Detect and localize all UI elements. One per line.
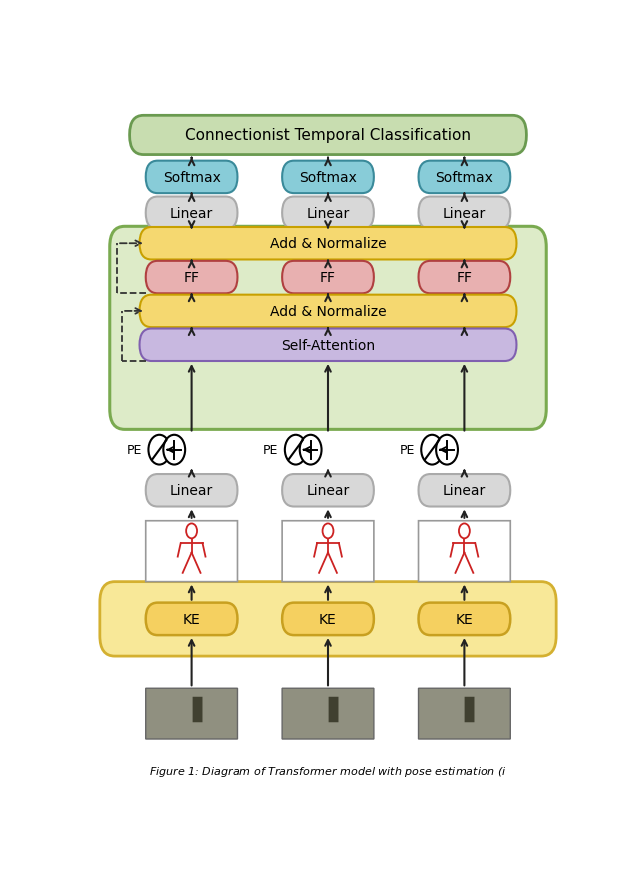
Text: Figure 1: Diagram of $\mathit{Transformer}$ model with pose estimation (i: Figure 1: Diagram of $\mathit{Transforme… [149,764,507,778]
Text: Softmax: Softmax [435,170,493,184]
Circle shape [421,435,443,465]
Text: Connectionist Temporal Classification: Connectionist Temporal Classification [185,128,471,143]
Text: FF: FF [320,270,336,284]
Text: Linear: Linear [443,484,486,498]
Text: Linear: Linear [170,484,213,498]
Circle shape [148,435,170,465]
FancyBboxPatch shape [129,116,527,155]
Text: Linear: Linear [443,206,486,220]
FancyBboxPatch shape [146,198,237,230]
FancyBboxPatch shape [100,582,556,657]
FancyBboxPatch shape [419,522,510,582]
FancyBboxPatch shape [146,603,237,636]
Text: Add & Normalize: Add & Normalize [269,237,387,251]
FancyBboxPatch shape [282,474,374,507]
Text: PE: PE [263,443,278,457]
FancyBboxPatch shape [282,162,374,194]
FancyBboxPatch shape [110,227,547,430]
Text: FF: FF [184,270,200,284]
Text: PE: PE [127,443,142,457]
Text: Self-Attention: Self-Attention [281,338,375,352]
FancyBboxPatch shape [140,295,516,327]
FancyBboxPatch shape [140,329,516,362]
FancyBboxPatch shape [419,688,510,739]
Text: ▐: ▐ [318,695,338,721]
Text: FF: FF [456,270,472,284]
FancyBboxPatch shape [282,198,374,230]
Circle shape [300,435,321,465]
Text: Linear: Linear [307,484,349,498]
FancyBboxPatch shape [419,162,510,194]
FancyBboxPatch shape [146,688,237,739]
FancyBboxPatch shape [282,603,374,636]
FancyBboxPatch shape [419,474,510,507]
Text: KE: KE [183,612,200,626]
Text: ▐: ▐ [455,695,474,721]
Text: PE: PE [399,443,415,457]
FancyBboxPatch shape [419,262,510,294]
FancyBboxPatch shape [140,227,516,260]
FancyBboxPatch shape [282,262,374,294]
FancyBboxPatch shape [282,522,374,582]
Circle shape [285,435,307,465]
Text: Softmax: Softmax [163,170,221,184]
FancyBboxPatch shape [146,522,237,582]
FancyBboxPatch shape [146,162,237,194]
FancyBboxPatch shape [146,262,237,294]
Text: Linear: Linear [170,206,213,220]
FancyBboxPatch shape [146,474,237,507]
Text: KE: KE [456,612,473,626]
FancyBboxPatch shape [282,688,374,739]
Text: Add & Normalize: Add & Normalize [269,305,387,319]
Text: ▐: ▐ [182,695,201,721]
Text: KE: KE [319,612,337,626]
FancyBboxPatch shape [419,603,510,636]
FancyBboxPatch shape [419,198,510,230]
Text: Linear: Linear [307,206,349,220]
Text: Softmax: Softmax [299,170,357,184]
Circle shape [163,435,185,465]
Circle shape [436,435,458,465]
